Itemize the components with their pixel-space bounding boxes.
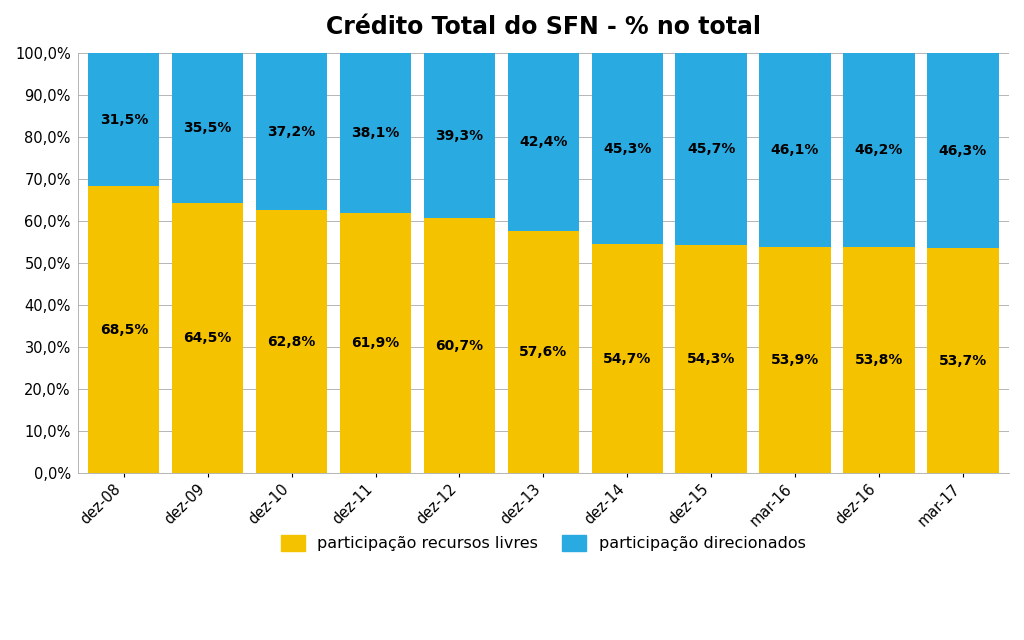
Bar — [88, 186, 160, 474]
Bar — [592, 244, 663, 474]
Bar — [844, 54, 914, 248]
Text: 53,7%: 53,7% — [939, 354, 987, 367]
Text: 57,6%: 57,6% — [519, 346, 567, 360]
Bar — [340, 213, 412, 474]
Text: 54,3%: 54,3% — [687, 353, 735, 366]
Text: 46,2%: 46,2% — [855, 143, 903, 157]
Bar — [676, 245, 746, 474]
Text: 53,8%: 53,8% — [855, 353, 903, 367]
Bar — [88, 54, 160, 186]
Bar — [340, 54, 412, 213]
Bar — [424, 54, 495, 218]
Bar — [172, 54, 244, 202]
Bar — [927, 54, 998, 248]
Text: 35,5%: 35,5% — [183, 121, 231, 135]
Text: 38,1%: 38,1% — [351, 127, 399, 140]
Bar — [424, 218, 495, 474]
Bar — [508, 54, 579, 232]
Text: 37,2%: 37,2% — [267, 125, 315, 138]
Text: 42,4%: 42,4% — [519, 136, 567, 150]
Text: 39,3%: 39,3% — [435, 129, 483, 143]
Text: 62,8%: 62,8% — [267, 335, 315, 349]
Bar — [508, 232, 579, 474]
Text: 46,1%: 46,1% — [771, 143, 819, 157]
Bar — [760, 54, 830, 247]
Bar — [676, 54, 746, 245]
Title: Crédito Total do SFN - % no total: Crédito Total do SFN - % no total — [326, 15, 761, 39]
Text: 64,5%: 64,5% — [183, 331, 231, 345]
Bar — [256, 210, 328, 474]
Text: 45,3%: 45,3% — [603, 141, 651, 156]
Bar — [927, 248, 998, 474]
Bar — [172, 202, 244, 474]
Text: 45,7%: 45,7% — [687, 142, 735, 156]
Text: 31,5%: 31,5% — [99, 113, 148, 127]
Bar — [760, 247, 830, 474]
Bar — [592, 54, 663, 244]
Text: 54,7%: 54,7% — [603, 351, 651, 365]
Text: 61,9%: 61,9% — [351, 337, 399, 351]
Text: 53,9%: 53,9% — [771, 353, 819, 367]
Bar — [256, 54, 328, 210]
Legend: participação recursos livres, participação direcionados: participação recursos livres, participaç… — [274, 529, 812, 558]
Text: 46,3%: 46,3% — [939, 143, 987, 157]
Bar — [844, 248, 914, 474]
Text: 60,7%: 60,7% — [435, 339, 483, 353]
Text: 68,5%: 68,5% — [99, 323, 148, 337]
